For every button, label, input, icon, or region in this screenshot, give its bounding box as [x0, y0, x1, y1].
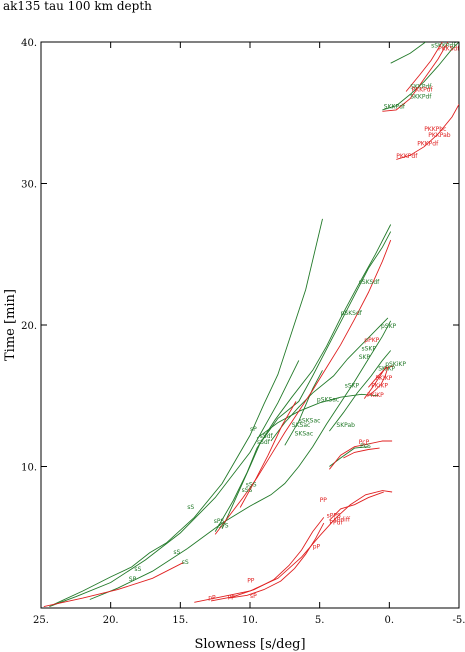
x-tick-label: 20.	[103, 615, 119, 626]
phase-label: sPPS	[327, 512, 341, 519]
phase-label: sSKSac	[299, 418, 321, 425]
series-line-19	[329, 491, 384, 521]
phase-label: SKSac	[295, 430, 314, 437]
series-line-9	[329, 350, 392, 432]
chart-title: ak135 tau 100 km depth	[3, 0, 152, 13]
phase-label: sSS	[246, 481, 257, 488]
x-tick-label: 25.	[33, 615, 49, 626]
series-line-24	[368, 365, 394, 388]
series-layer	[43, 42, 459, 608]
phase-label: sS	[173, 549, 180, 556]
y-tick-label: 20.	[21, 321, 37, 332]
series-line-3	[187, 320, 392, 549]
phase-label: PKKPdf	[417, 140, 439, 147]
phase-label: PKIKP	[375, 375, 392, 382]
series-line-1	[51, 218, 323, 606]
y-axis-ticks: 10. 20. 30. 40.	[21, 38, 459, 474]
series-line-12	[382, 42, 459, 111]
series-line-5	[221, 231, 392, 529]
series-line-2	[89, 548, 188, 600]
x-tick-label: 5.	[315, 615, 325, 626]
phase-label: pP	[313, 544, 321, 551]
x-tick-label: 0.	[385, 615, 395, 626]
series-line-21	[343, 447, 380, 459]
phase-label: PKiKP	[367, 392, 384, 399]
phase-label: SKKPdf	[384, 104, 406, 111]
phase-label: sSKP	[362, 346, 377, 353]
phase-label: SKKPdf	[410, 94, 432, 101]
phase-label: PcP	[359, 439, 370, 446]
phase-label: PKKSdf	[438, 46, 460, 53]
phase-label: pSKSdf	[341, 310, 363, 317]
phase-label: sSdf	[260, 433, 274, 440]
plot-frame	[40, 41, 460, 609]
phase-label: SKSac	[292, 422, 311, 429]
series-line-17	[210, 517, 325, 602]
x-axis-label: Slowness [s/deg]	[194, 637, 305, 652]
phase-label: sP	[250, 593, 257, 600]
phase-label: PcS	[360, 443, 371, 450]
phase-label: PP	[320, 497, 328, 504]
series-line-18	[229, 522, 325, 599]
phase-label: sS	[182, 559, 189, 566]
phase-label: pSKiKP	[385, 361, 406, 368]
phase-label: sPS	[218, 522, 229, 529]
series-line-16	[194, 490, 393, 603]
phase-label: SKP	[359, 354, 371, 361]
phase-label: sSS	[242, 487, 253, 494]
phase-label: sPdiff	[334, 517, 351, 524]
phase-label: PKKPdf	[412, 87, 434, 94]
phase-label: sSKKPdf	[431, 43, 456, 50]
series-line-7	[270, 317, 389, 442]
phase-label: PKKPbc	[424, 126, 446, 133]
phase-label: sS	[187, 504, 194, 511]
phase-label: PP	[228, 595, 236, 602]
series-line-27	[405, 42, 443, 92]
y-tick-label: 10.	[21, 463, 37, 474]
series-line-0	[49, 360, 300, 608]
phase-labels: sSsSSPsSsSsPSsPSsSSsSSsPsSdfsSdfSKSacSKS…	[129, 43, 460, 602]
phase-label: pPKP	[364, 337, 379, 344]
y-tick-label: 30.	[21, 180, 37, 191]
phase-label: sS	[134, 566, 141, 573]
x-tick-label: -5.	[453, 615, 465, 626]
x-tick-label: 15.	[172, 615, 188, 626]
series-line-25	[396, 104, 459, 160]
phase-label: PPdf	[329, 520, 343, 527]
series-line-20	[329, 440, 393, 470]
phase-label: pSKSac	[317, 396, 339, 403]
series-line-26	[382, 42, 449, 112]
phase-label: PP	[247, 578, 255, 585]
phase-label: sP	[250, 426, 257, 433]
phase-label: pSKP	[381, 323, 397, 330]
y-axis-label: Time [min]	[3, 289, 18, 361]
series-line-22	[368, 367, 389, 397]
phase-label: SKPab	[336, 422, 355, 429]
phase-label: PKiKP	[371, 382, 388, 389]
phase-label: sSdf	[257, 439, 271, 446]
phase-label: PKKPdf	[396, 153, 418, 160]
series-line-14	[214, 239, 392, 535]
series-line-8	[256, 393, 379, 439]
phase-label: sPS	[214, 518, 225, 525]
series-line-6	[284, 370, 323, 446]
series-line-11	[390, 42, 426, 64]
phase-label: sSKSdf	[359, 279, 380, 286]
phase-label: SKKPdf	[410, 84, 432, 91]
phase-label: pP	[208, 595, 216, 602]
phase-label: SKiKP	[378, 365, 395, 372]
phase-label: sSKP	[345, 382, 360, 389]
x-tick-label: 10.	[242, 615, 258, 626]
phase-label: PKKPab	[428, 132, 451, 139]
y-tick-label: 40.	[21, 38, 37, 49]
series-line-13	[43, 562, 184, 608]
x-axis-ticks: 25. 20. 15. 10. 5. 0. -5.	[33, 42, 465, 626]
series-line-15	[239, 401, 297, 508]
phase-label: SP	[129, 576, 137, 583]
